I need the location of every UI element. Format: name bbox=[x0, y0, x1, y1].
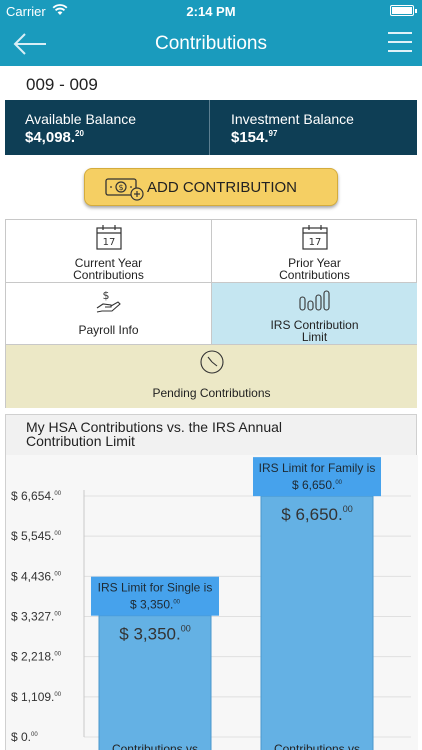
add-contribution-button[interactable]: $ ADD CONTRIBUTION bbox=[84, 168, 338, 206]
x-category-label: Contributions vs bbox=[274, 742, 360, 750]
calendar-icon: 17 bbox=[301, 225, 328, 250]
tile-prior-year-line1: Prior Year bbox=[288, 256, 341, 270]
irs-limit-callout-line2: $ 3,350.00 bbox=[130, 598, 181, 612]
tile-pending-contributions[interactable]: Pending Contributions bbox=[6, 345, 417, 408]
hand-money-icon: $ bbox=[96, 289, 121, 313]
chart-title: My HSA Contributions vs. the IRS Annual … bbox=[26, 420, 326, 448]
y-tick-label: $ 6,654.00 bbox=[11, 489, 62, 503]
back-arrow-icon[interactable] bbox=[12, 30, 48, 58]
bar bbox=[98, 615, 212, 750]
carrier-label: Carrier bbox=[6, 4, 46, 19]
y-tick-label: $ 0.00 bbox=[11, 730, 38, 744]
bar-chart-icon bbox=[298, 290, 330, 311]
calendar-icon: 17 bbox=[95, 225, 122, 250]
bar-value-label: $ 6,650.00 bbox=[281, 504, 352, 524]
contribution-bar-chart: $ 0.00 $ 1,109.00 $ 2,218.00 $ 3,327.00 $ 4,… bbox=[11, 457, 411, 750]
add-money-icon: $ bbox=[105, 178, 144, 201]
y-tick-label: $ 5,545.00 bbox=[11, 529, 62, 543]
clock: 2:14 PM bbox=[186, 4, 236, 19]
available-balance-value: $4,098.20 bbox=[25, 129, 84, 146]
tile-irs-line1: IRS Contribution bbox=[270, 318, 359, 332]
chart-title-line1: My HSA Contributions vs. the IRS Annual bbox=[26, 419, 283, 435]
svg-text:17: 17 bbox=[308, 237, 321, 248]
tile-payroll-label: Payroll Info bbox=[78, 323, 139, 337]
y-tick-label: $ 4,436.00 bbox=[11, 569, 62, 583]
investment-balance: Investment Balance $154.97 bbox=[211, 100, 417, 155]
irs-limit-callout bbox=[91, 576, 219, 616]
wifi-icon bbox=[52, 4, 68, 15]
clock-icon bbox=[199, 350, 224, 374]
y-tick-label: $ 3,327.00 bbox=[11, 610, 62, 624]
tile-current-year-line2: Contributions bbox=[73, 268, 144, 282]
irs-limit-callout bbox=[253, 457, 381, 497]
account-id: 009 - 009 bbox=[26, 75, 98, 94]
tile-current-year-line1: Current Year bbox=[74, 256, 143, 270]
tile-payroll-info[interactable]: $ Payroll Info bbox=[6, 283, 212, 345]
investment-balance-label: Investment Balance bbox=[231, 111, 354, 127]
tile-prior-year-line2: Contributions bbox=[279, 268, 350, 282]
battery-icon bbox=[390, 5, 417, 16]
svg-text:$: $ bbox=[102, 289, 109, 302]
irs-limit-callout-line2: $ 6,650.00 bbox=[292, 478, 343, 492]
irs-limit-callout-line1: IRS Limit for Single is bbox=[98, 581, 213, 595]
irs-limit-callout-line1: IRS Limit for Family is bbox=[259, 461, 376, 475]
y-tick-label: $ 1,109.00 bbox=[11, 690, 62, 704]
balance-summary: Available Balance $4,098.20 Investment B… bbox=[5, 100, 417, 155]
y-tick-label: $ 2,218.00 bbox=[11, 650, 62, 664]
investment-balance-value: $154.97 bbox=[231, 129, 278, 146]
bar-value-label: $ 3,350.00 bbox=[119, 624, 190, 644]
hamburger-menu-icon[interactable] bbox=[388, 32, 412, 54]
contribution-chart-panel: My HSA Contributions vs. the IRS Annual … bbox=[5, 414, 418, 750]
tile-current-year-contributions[interactable]: 17 Current Year Contributions bbox=[6, 220, 212, 283]
tile-irs-line2: Limit bbox=[301, 330, 328, 344]
available-balance-label: Available Balance bbox=[25, 111, 137, 127]
status-bar: Carrier 2:14 PM bbox=[0, 0, 422, 22]
add-contribution-label: ADD CONTRIBUTION bbox=[147, 179, 297, 196]
available-balance: Available Balance $4,098.20 bbox=[5, 100, 210, 155]
page-title: Contributions bbox=[155, 33, 267, 54]
bar bbox=[260, 495, 374, 750]
chart-title-line2: Contribution Limit bbox=[26, 433, 135, 449]
svg-text:$: $ bbox=[118, 183, 123, 192]
svg-text:17: 17 bbox=[102, 237, 115, 248]
chart-plot-area: $ 0.00 $ 1,109.00 $ 2,218.00 $ 3,327.00 $ 4,… bbox=[6, 455, 418, 750]
tile-pending-label: Pending Contributions bbox=[152, 386, 271, 400]
nav-bar: Contributions bbox=[0, 22, 422, 66]
contribution-menu-grid: 17 Current Year Contributions 17 Prior Ye… bbox=[5, 219, 417, 408]
tile-prior-year-contributions[interactable]: 17 Prior Year Contributions bbox=[212, 220, 417, 283]
tile-irs-contribution-limit[interactable]: IRS Contribution Limit bbox=[212, 283, 417, 345]
x-category-label: Contributions vs bbox=[112, 742, 198, 750]
